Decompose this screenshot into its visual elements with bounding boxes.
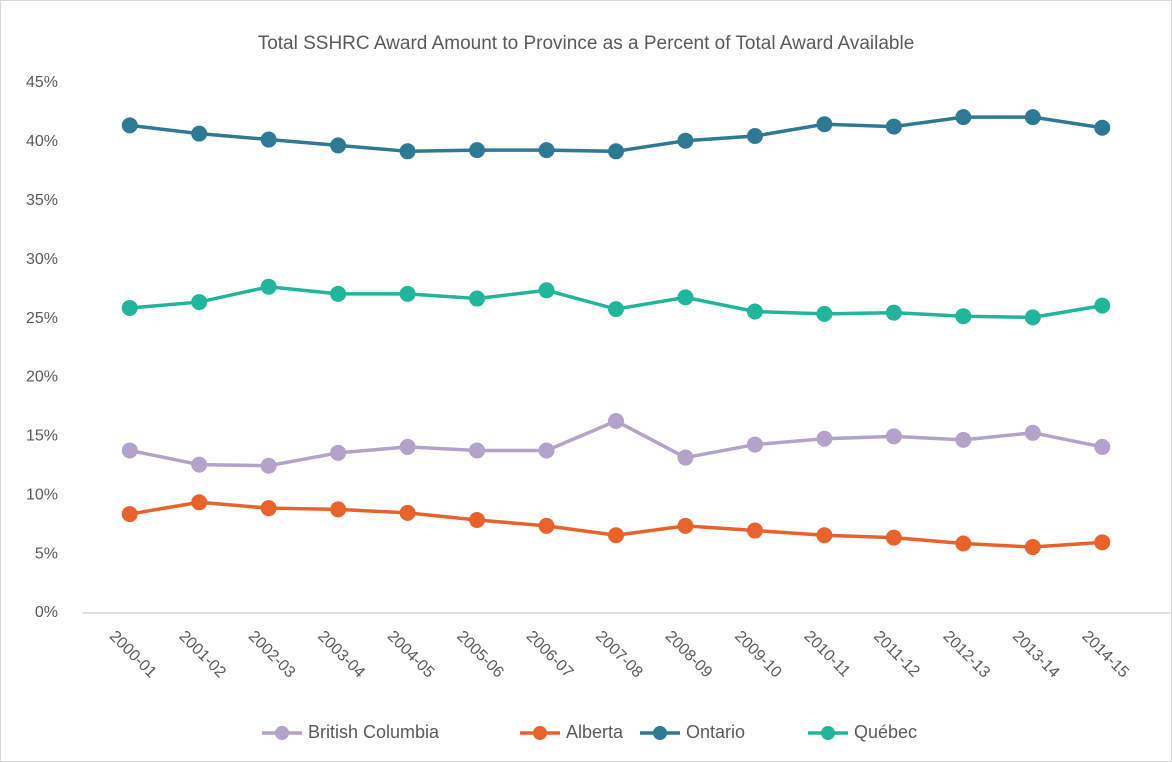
y-tick-label: 45%	[26, 74, 58, 91]
data-point	[260, 278, 277, 295]
legend-label: Ontario	[686, 722, 745, 742]
y-tick-label: 5%	[35, 545, 58, 562]
data-point	[399, 438, 416, 455]
data-point	[538, 442, 555, 459]
data-point	[885, 428, 902, 445]
data-point	[260, 457, 277, 474]
data-point	[121, 506, 138, 523]
data-point	[816, 430, 833, 447]
data-point	[1094, 534, 1111, 551]
y-tick-label: 25%	[26, 310, 58, 327]
data-point	[469, 511, 486, 528]
data-point	[955, 308, 972, 325]
data-point	[121, 442, 138, 459]
data-point	[260, 500, 277, 517]
y-tick-label: 15%	[26, 428, 58, 445]
data-point	[677, 289, 694, 306]
data-point	[260, 131, 277, 148]
data-point	[677, 132, 694, 149]
data-point	[608, 301, 624, 318]
data-point	[330, 444, 347, 461]
legend-label: Alberta	[566, 722, 624, 742]
data-point	[330, 285, 347, 302]
data-point	[1094, 297, 1111, 314]
data-point	[816, 116, 833, 133]
data-point	[955, 109, 972, 126]
data-point	[1024, 424, 1041, 441]
legend-marker	[653, 726, 667, 740]
data-point	[469, 142, 486, 159]
data-point	[1024, 539, 1041, 556]
y-tick-label: 20%	[26, 369, 58, 386]
legend-marker	[275, 726, 289, 740]
data-point	[885, 118, 902, 135]
data-point	[191, 494, 208, 511]
data-point	[816, 527, 833, 544]
data-point	[816, 305, 833, 322]
data-point	[746, 436, 763, 453]
data-point	[746, 522, 763, 539]
data-point	[746, 128, 763, 144]
data-point	[608, 527, 624, 544]
data-point	[538, 282, 555, 299]
y-tick-label: 10%	[26, 486, 58, 503]
y-tick-label: 30%	[26, 251, 58, 268]
legend-marker	[821, 726, 835, 740]
y-tick-label: 0%	[35, 604, 58, 621]
chart-title: Total SSHRC Award Amount to Province as …	[258, 33, 915, 54]
data-point	[955, 535, 972, 552]
data-point	[608, 143, 624, 160]
data-point	[746, 303, 763, 320]
y-tick-label: 40%	[26, 133, 58, 150]
legend-label: British Columbia	[308, 722, 440, 742]
data-point	[677, 517, 694, 534]
data-point	[885, 529, 902, 546]
data-point	[469, 290, 486, 307]
legend-label: Québec	[854, 722, 917, 742]
data-point	[677, 449, 694, 466]
data-point	[1024, 109, 1041, 126]
data-point	[191, 125, 208, 142]
data-point	[1094, 119, 1111, 136]
data-point	[608, 413, 624, 430]
data-point	[191, 294, 208, 311]
data-point	[469, 442, 486, 459]
data-point	[399, 504, 416, 521]
data-point	[538, 517, 555, 534]
data-point	[399, 143, 416, 160]
data-point	[955, 431, 972, 448]
data-point	[121, 299, 138, 316]
data-point	[1024, 309, 1041, 326]
data-point	[1094, 438, 1111, 455]
data-point	[885, 304, 902, 321]
data-point	[191, 456, 208, 473]
legend-marker	[533, 726, 547, 740]
data-point	[399, 285, 416, 302]
data-point	[330, 137, 347, 154]
y-tick-label: 35%	[26, 192, 58, 209]
data-point	[330, 501, 347, 518]
data-point	[121, 117, 138, 134]
data-point	[538, 142, 555, 159]
